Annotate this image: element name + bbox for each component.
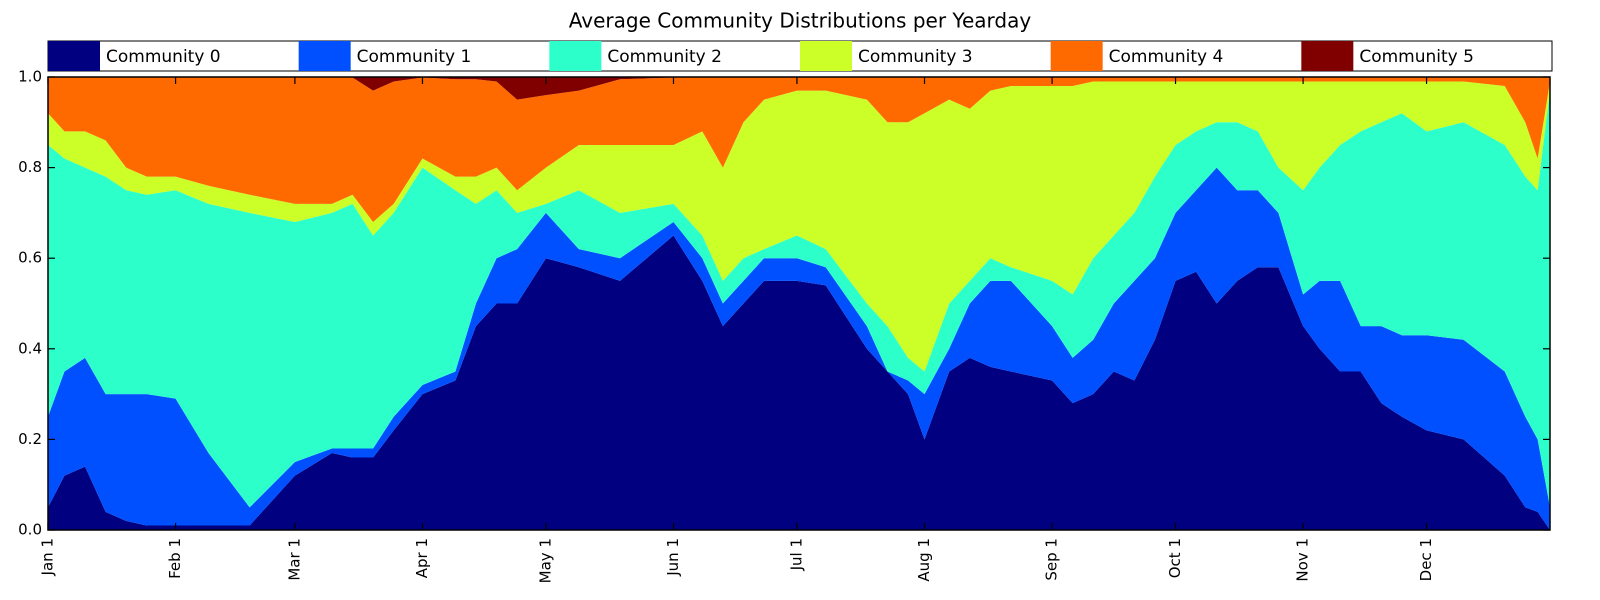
plot-frame xyxy=(47,76,1551,531)
legend-swatch-0 xyxy=(48,41,100,71)
legend-label-2: Community 2 xyxy=(607,47,722,67)
area-community-3 xyxy=(48,81,1550,372)
y-tick-label: 0.4 xyxy=(18,339,42,357)
y-tick-label: 0.8 xyxy=(18,158,42,176)
x-tick-label: May 1 xyxy=(536,538,554,583)
x-tick-label: Dec 1 xyxy=(1417,538,1435,581)
y-tick-label: 1.0 xyxy=(18,68,42,86)
y-tick-label: 0.0 xyxy=(18,521,42,539)
legend-label-3: Community 3 xyxy=(858,47,973,67)
x-tick-label: Jul 1 xyxy=(787,538,805,571)
area-community-1 xyxy=(48,167,1550,530)
x-tick-label: Jun 1 xyxy=(664,538,682,577)
area-community-2 xyxy=(48,90,1550,508)
legend-swatch-2 xyxy=(549,41,602,71)
x-tick-label: Aug 1 xyxy=(915,538,933,582)
legend-label-0: Community 0 xyxy=(106,47,221,67)
legend-label-4: Community 4 xyxy=(1109,47,1224,67)
plot-areas xyxy=(48,77,1550,531)
x-tick-label: Jan 1 xyxy=(39,538,57,576)
legend-label-1: Community 1 xyxy=(357,47,472,67)
area-community-0 xyxy=(48,235,1550,531)
legend-swatch-4 xyxy=(1050,41,1103,71)
axes: 0.0 0.2 0.4 0.6 0.8 1.0 Jan 1 Feb 1 Mar 1 Apr 1 Ma… xyxy=(18,68,1551,583)
legend: Community 0 Community 1 Community 2 Communi… xyxy=(47,40,1553,72)
legend-swatch-3 xyxy=(800,41,852,71)
y-tick-label: 0.6 xyxy=(18,249,42,267)
legend-label-5: Community 5 xyxy=(1359,47,1474,67)
x-tick-label: Sep 1 xyxy=(1043,538,1061,581)
x-tick-label: Feb 1 xyxy=(166,538,184,579)
y-tick-label: 0.2 xyxy=(18,430,42,448)
legend-swatch-5 xyxy=(1301,41,1354,71)
x-tick-label: Apr 1 xyxy=(413,538,431,578)
chart-title: Average Community Distributions per Year… xyxy=(569,9,1032,33)
legend-swatch-1 xyxy=(298,41,351,71)
area-community-4 xyxy=(48,77,1550,222)
x-tick-label: Mar 1 xyxy=(285,538,303,581)
x-tick-label: Nov 1 xyxy=(1294,538,1312,582)
x-tick-label: Oct 1 xyxy=(1166,538,1184,578)
